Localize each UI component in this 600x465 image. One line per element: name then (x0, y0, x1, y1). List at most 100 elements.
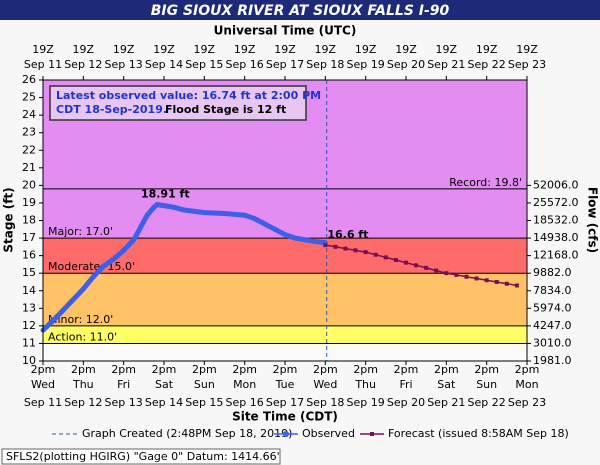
y2-tick-label: 25572.0 (533, 196, 579, 209)
legend-label: Forecast (issued 8:58AM Sep 18) (388, 427, 569, 440)
x-axis-title: Site Time (CDT) (232, 410, 338, 424)
threshold-label: Major: 17.0' (48, 225, 113, 238)
top-tick-label: 19Z (355, 43, 377, 56)
chart-title: BIG SIOUX RIVER AT SIOUX FALLS I-90 (151, 3, 450, 19)
point (137, 225, 143, 231)
top-tick-label: 19Z (274, 43, 296, 56)
point (393, 258, 398, 263)
point (363, 250, 368, 255)
point (383, 255, 388, 260)
top-tick-date: Sep 11 (24, 58, 62, 71)
footer: SFLS2(plotting HGIRG) "Gage 0" Datum: 14… (6, 450, 280, 463)
value-label: 18.91 ft (141, 188, 190, 201)
x-tick-date: Sep 18 (306, 396, 344, 409)
y-tick-label: 24 (22, 108, 36, 121)
legend-marker (370, 432, 374, 436)
x-tick-weekday: Sat (437, 378, 456, 391)
y-tick-label: 22 (22, 143, 36, 156)
point (373, 252, 378, 257)
x-tick-date: Sep 13 (105, 396, 143, 409)
note-line: CDT 18-Sep-2019. (56, 103, 167, 116)
point (282, 232, 288, 238)
flood-band (43, 325, 527, 344)
x-tick-label: 2pm (434, 363, 459, 376)
top-axis-title: Universal Time (UTC) (214, 24, 357, 38)
threshold-label: Action: 11.0' (48, 330, 117, 343)
legend-label: Graph Created (2:48PM Sep 18, 2019) (82, 427, 292, 440)
top-tick-label: 19Z (32, 43, 54, 56)
point (424, 265, 429, 270)
top-tick-label: 19Z (153, 43, 175, 56)
point (201, 210, 207, 216)
y-tick-label: 20 (22, 178, 36, 191)
point (434, 268, 439, 273)
x-tick-label: 2pm (192, 363, 217, 376)
y2-tick-label: 12168.0 (533, 249, 579, 262)
y-tick-label: 15 (22, 266, 36, 279)
top-tick-label: 19Z (436, 43, 458, 56)
y-tick-label: 19 (22, 196, 36, 209)
top-tick-label: 19Z (113, 43, 135, 56)
x-tick-date: Sep 17 (266, 396, 304, 409)
x-tick-weekday: Fri (117, 378, 130, 391)
x-tick-date: Sep 11 (24, 396, 62, 409)
x-tick-weekday: Thu (72, 378, 94, 391)
y-tick-label: 18 (22, 214, 36, 227)
legend-label: Observed (302, 427, 355, 440)
y2-tick-label: 4247.0 (533, 319, 572, 332)
x-tick-weekday: Fri (399, 378, 412, 391)
flood-band (43, 188, 527, 239)
point (181, 207, 187, 213)
x-tick-date: Sep 12 (64, 396, 102, 409)
x-tick-date: Sep 14 (145, 396, 183, 409)
top-tick-label: 19Z (234, 43, 256, 56)
y2-axis-title: Flow (cfs) (586, 187, 600, 253)
top-tick-label: 19Z (516, 43, 538, 56)
y2-tick-label: 14938.0 (533, 231, 579, 244)
threshold-label: Moderate: 15.0' (48, 260, 135, 273)
x-tick-weekday: Wed (313, 378, 337, 391)
top-tick-label: 19Z (395, 43, 417, 56)
point (171, 204, 177, 210)
point (272, 226, 278, 232)
top-tick-date: Sep 23 (508, 58, 546, 71)
note-line: Flood Stage is 12 ft (165, 103, 286, 116)
point (312, 239, 318, 245)
top-tick-date: Sep 22 (468, 58, 506, 71)
point (161, 203, 167, 209)
top-tick-date: Sep 19 (347, 58, 385, 71)
x-tick-date: Sep 22 (468, 396, 506, 409)
flood-band (43, 273, 527, 326)
top-tick-date: Sep 13 (105, 58, 143, 71)
x-tick-label: 2pm (313, 363, 338, 376)
point (292, 235, 298, 241)
y2-tick-label: 3010.0 (533, 336, 572, 349)
point (262, 221, 268, 227)
point (494, 279, 499, 284)
top-tick-date: Sep 14 (145, 58, 183, 71)
series-line (41, 201, 326, 333)
point (454, 272, 459, 277)
point (121, 247, 127, 253)
y2-tick-label: 1981.0 (533, 354, 572, 367)
x-tick-label: 2pm (474, 363, 499, 376)
point (90, 274, 96, 280)
top-tick-label: 19Z (315, 43, 337, 56)
x-tick-label: 2pm (394, 363, 419, 376)
point (144, 212, 150, 218)
x-tick-label: 2pm (31, 363, 56, 376)
y-tick-label: 12 (22, 319, 36, 332)
top-tick-date: Sep 20 (387, 58, 425, 71)
point (302, 237, 308, 243)
point (50, 318, 56, 324)
point (474, 276, 479, 281)
note-box (49, 85, 307, 121)
y-tick-label: 14 (22, 284, 36, 297)
point (111, 256, 117, 262)
top-tick-date: Sep 18 (306, 58, 344, 71)
y2-tick-label: 9882.0 (533, 266, 572, 279)
title-bar (0, 0, 600, 20)
point (514, 283, 519, 288)
x-tick-weekday: Mon (233, 378, 256, 391)
